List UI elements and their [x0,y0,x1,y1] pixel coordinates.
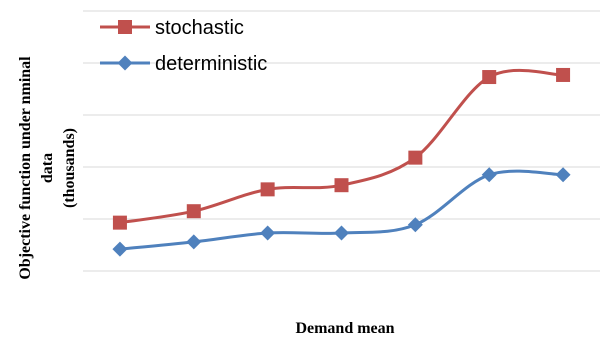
gridlines [83,10,600,272]
data-point-stochastic [556,67,571,82]
y-axis-label: Objective function under nminal data (th… [17,56,78,280]
data-point-deterministic [112,241,128,257]
data-point-stochastic [112,215,127,230]
data-point-stochastic [260,182,275,197]
legend-item-stochastic: stochastic [100,17,244,39]
series-deterministic [112,167,571,257]
series-layer [112,67,571,257]
series-stochastic [112,67,571,230]
legend-swatch-marker [118,20,132,34]
data-point-deterministic [481,167,497,183]
data-point-deterministic [555,167,571,183]
data-point-stochastic [334,178,349,193]
data-point-deterministic [186,234,202,250]
legend-label: stochastic [155,17,244,39]
y-axis-label-line-1: Objective function under nminal [17,56,34,280]
legend-label: deterministic [155,53,267,75]
data-point-stochastic [408,150,423,165]
data-point-stochastic [482,70,497,85]
data-point-stochastic [186,204,201,219]
y-axis-label-line-2: data [39,153,56,183]
data-point-deterministic [407,217,423,233]
y-axis-label-line-3: (thousands) [61,128,78,208]
x-axis-label: Demand mean [295,320,394,337]
data-point-deterministic [260,225,276,241]
legend: stochastic deterministic [100,17,267,75]
data-point-deterministic [334,225,349,241]
legend-swatch-marker [117,55,133,71]
legend-item-deterministic: deterministic [100,53,267,75]
series-line-stochastic [119,68,564,225]
